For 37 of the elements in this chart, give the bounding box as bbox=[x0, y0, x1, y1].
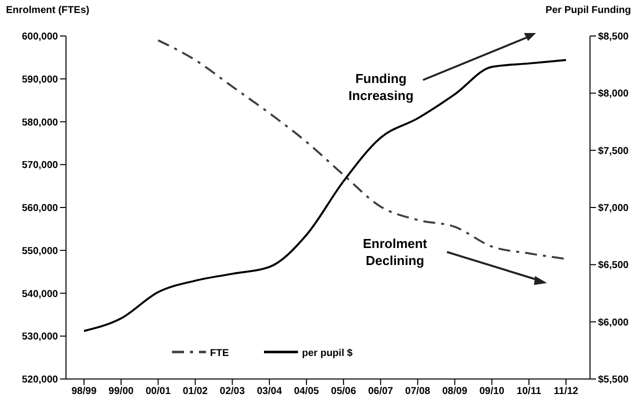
x-tick-label: 01/02 bbox=[182, 386, 208, 398]
x-tick-label: 00/01 bbox=[146, 386, 172, 398]
y-tick-label: 520,000 bbox=[22, 374, 58, 386]
y2-axis-title: Per Pupil Funding bbox=[545, 5, 631, 16]
y2-tick-label: $7,000 bbox=[598, 203, 630, 214]
y2-tick-label: $8,500 bbox=[598, 32, 630, 43]
legend-label: FTE bbox=[210, 348, 230, 359]
y-tick-label: 560,000 bbox=[22, 203, 58, 214]
y2-tick-label: $8,000 bbox=[598, 88, 630, 100]
x-tick-label: 08/09 bbox=[442, 386, 468, 398]
y2-tick-label: $5,500 bbox=[598, 374, 630, 386]
x-tick-label: 03/04 bbox=[256, 386, 282, 398]
y-tick-label: 530,000 bbox=[22, 332, 58, 343]
x-tick-label: 06/07 bbox=[368, 386, 394, 398]
y2-tick-label: $6,000 bbox=[598, 317, 630, 328]
x-tick-label: 04/05 bbox=[294, 386, 320, 398]
line-series bbox=[83, 59, 567, 332]
y-tick-label: 580,000 bbox=[22, 117, 58, 128]
y-axis-title: Enrolment (FTEs) bbox=[6, 5, 90, 16]
x-tick-label: 99/00 bbox=[108, 386, 134, 398]
y-tick-label: 550,000 bbox=[22, 246, 58, 257]
legend-label: per pupil $ bbox=[302, 348, 353, 359]
annotation: Enrolment Declining bbox=[362, 236, 428, 268]
x-tick-label: 10/11 bbox=[516, 386, 542, 398]
x-tick-label: 11/12 bbox=[554, 386, 579, 398]
annotation: Funding Increasing bbox=[348, 71, 414, 103]
y-tick-label: 540,000 bbox=[22, 288, 58, 300]
x-tick-label: 07/08 bbox=[405, 386, 431, 398]
x-tick-label: 05/06 bbox=[331, 386, 356, 398]
y2-tick-label: $6,500 bbox=[598, 260, 630, 272]
y2-tick-label: $7,500 bbox=[598, 146, 630, 157]
x-tick-label: 09/10 bbox=[479, 386, 505, 398]
x-tick-label: 02/03 bbox=[220, 386, 246, 398]
y-tick-label: 590,000 bbox=[22, 74, 58, 86]
x-tick-label: 98/99 bbox=[71, 386, 97, 398]
y-tick-label: 600,000 bbox=[22, 32, 58, 43]
y-tick-label: 570,000 bbox=[22, 160, 58, 172]
